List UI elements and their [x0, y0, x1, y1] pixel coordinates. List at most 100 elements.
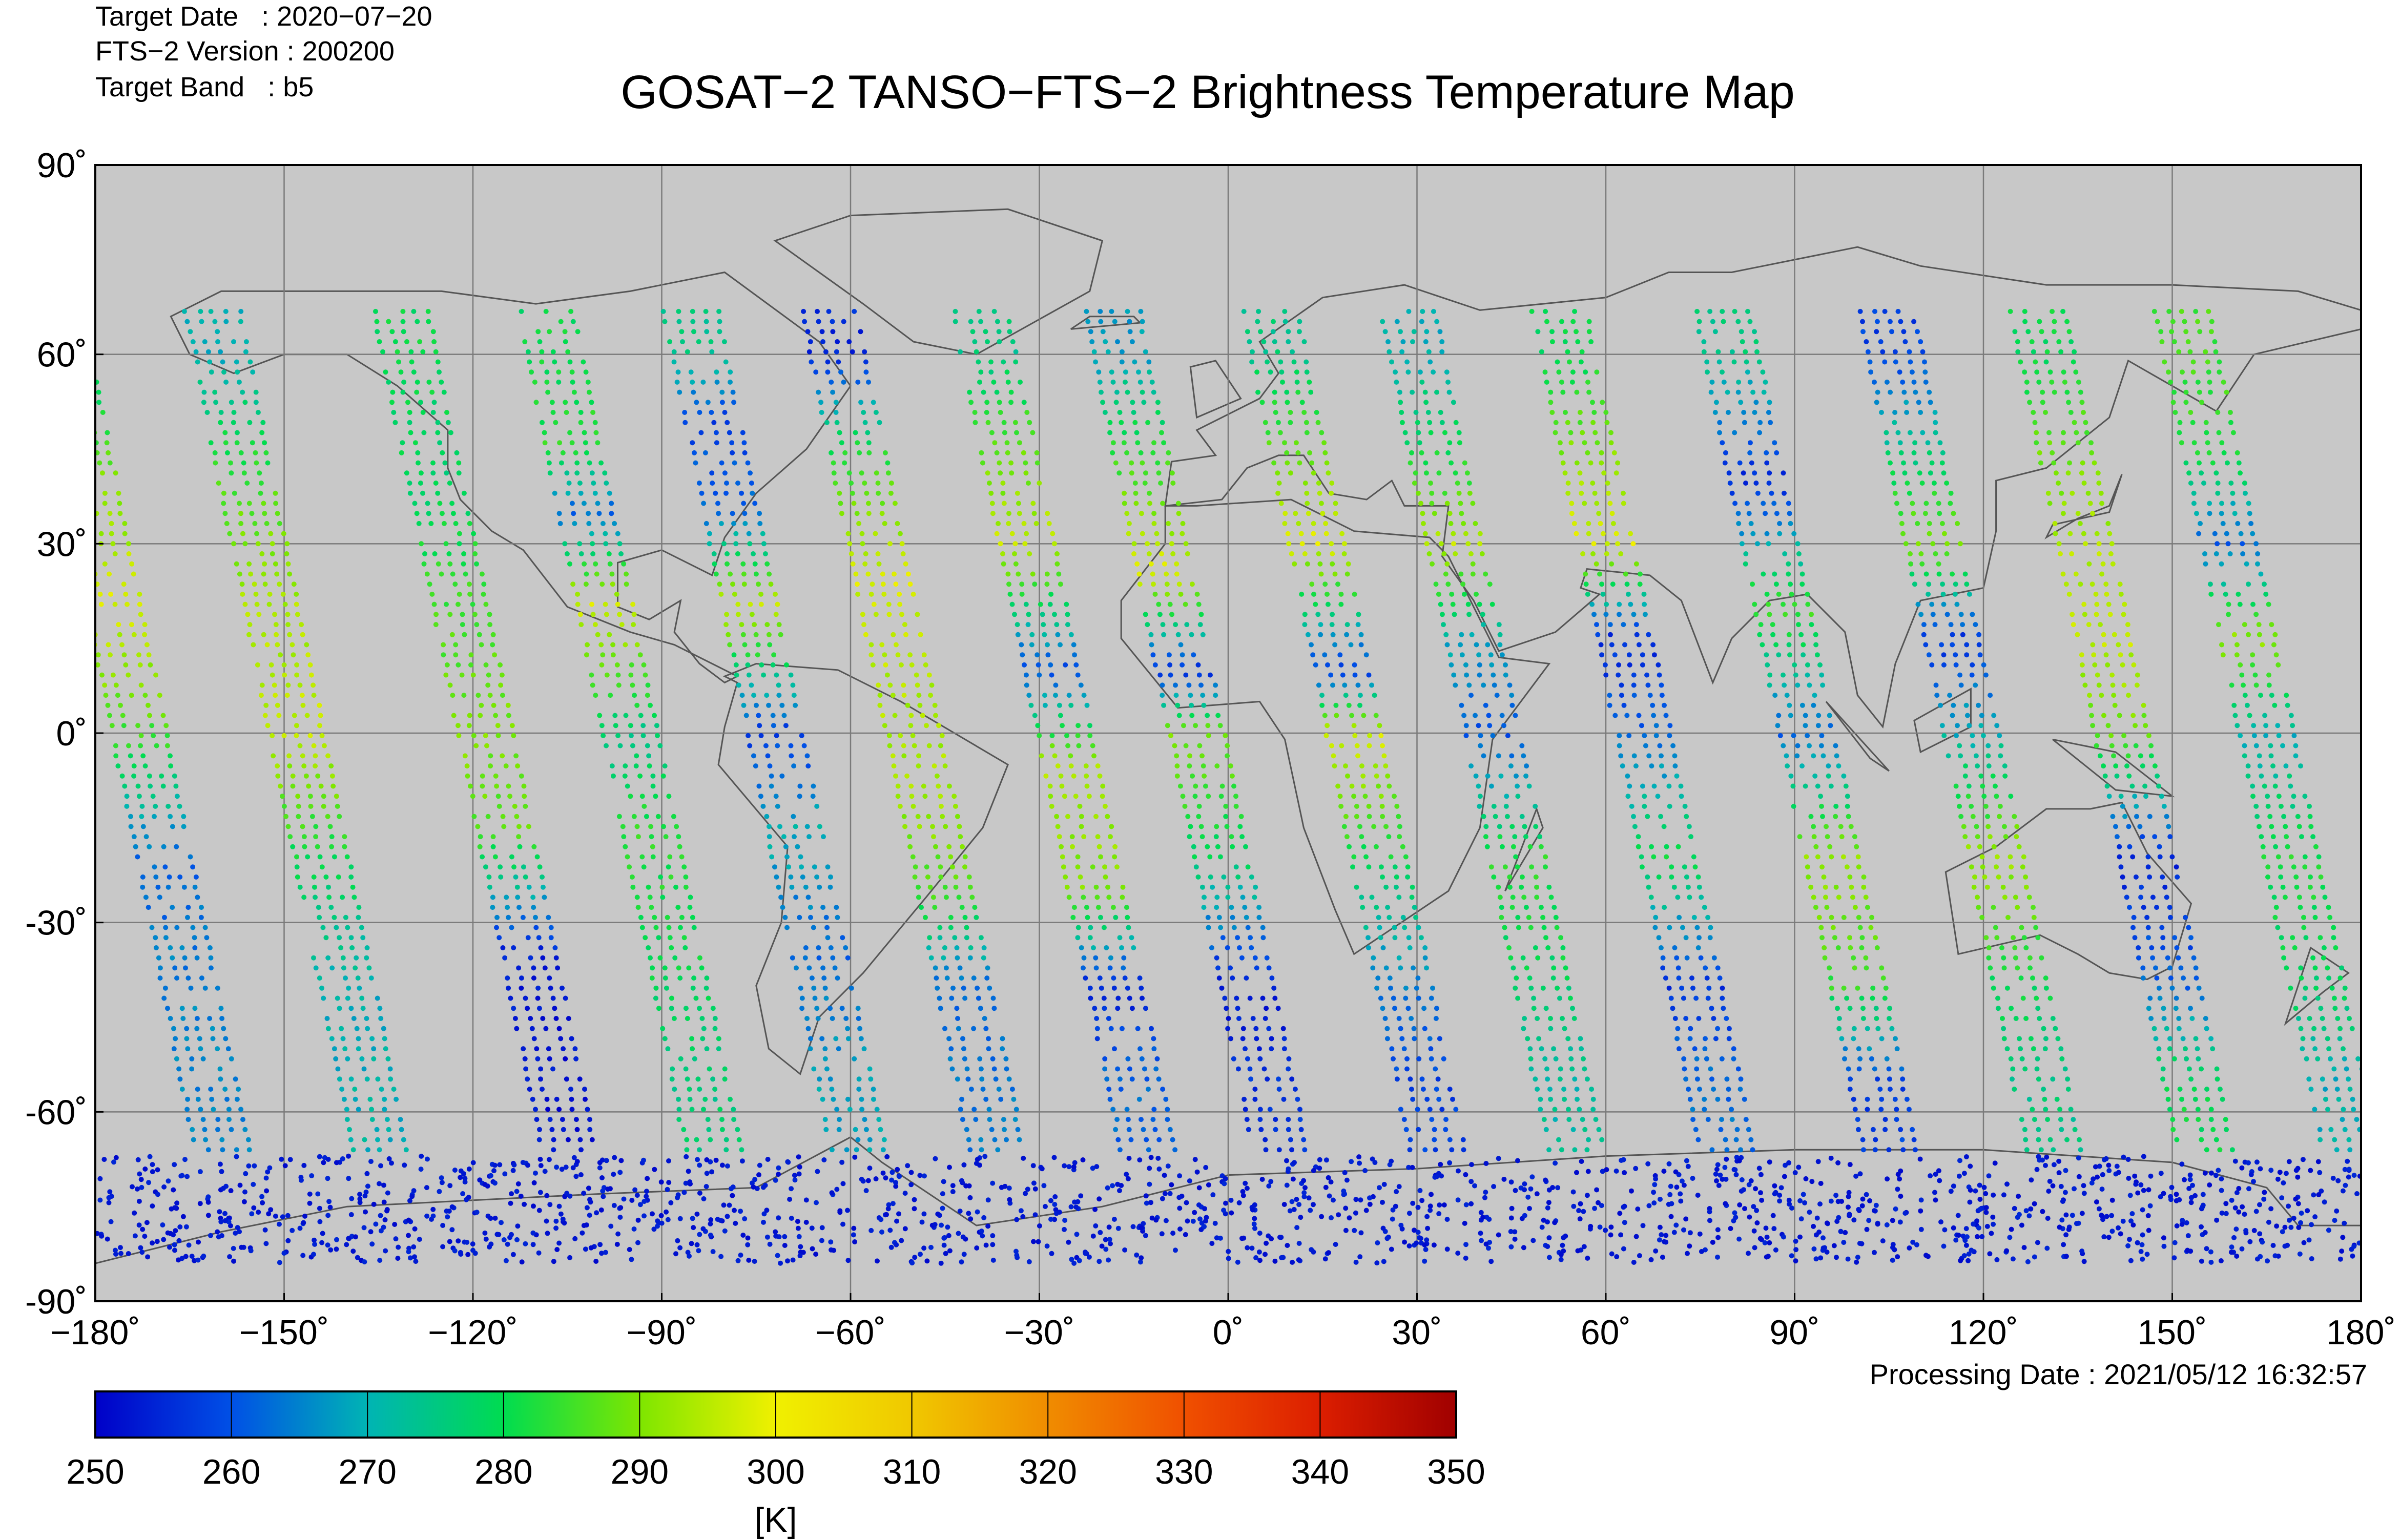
sounding-point — [2027, 400, 2033, 405]
sounding-point — [1009, 1087, 1015, 1092]
sounding-point — [2037, 450, 2042, 455]
sounding-point — [1180, 662, 1185, 668]
sounding-point — [941, 955, 946, 961]
sounding-point — [140, 753, 146, 759]
sounding-point — [135, 854, 140, 860]
sounding-point — [1735, 511, 1741, 516]
sounding-point — [1376, 783, 1381, 789]
sounding-point — [121, 652, 127, 658]
sounding-point — [1704, 1056, 1709, 1062]
sounding-point — [572, 521, 577, 526]
sounding-point — [1337, 652, 1343, 658]
sounding-point — [1672, 753, 1678, 759]
sounding-point — [441, 652, 446, 658]
sounding-point — [639, 854, 645, 860]
sounding-point — [1745, 308, 1750, 314]
sounding-point — [728, 571, 733, 577]
sounding-point — [1927, 531, 1932, 536]
sounding-point — [948, 925, 954, 930]
sounding-point — [631, 622, 636, 628]
sounding-point — [1720, 985, 1725, 991]
sounding-point — [544, 379, 550, 385]
sounding-point — [2204, 1147, 2209, 1153]
sounding-point — [1098, 319, 1104, 324]
sounding-point — [365, 1026, 370, 1031]
sounding-point — [1851, 1026, 1857, 1031]
sounding-point — [667, 935, 673, 941]
sounding-point — [246, 501, 252, 506]
sounding-point — [1231, 925, 1237, 930]
sounding-point — [1252, 1096, 1258, 1102]
sounding-point — [1422, 531, 1428, 536]
sounding-point — [1893, 1036, 1898, 1042]
sounding-point — [1286, 1066, 1291, 1072]
sounding-point — [407, 490, 413, 496]
sounding-point — [119, 642, 125, 648]
sounding-point — [806, 965, 812, 971]
sounding-point — [500, 693, 505, 698]
sounding-point — [490, 894, 495, 900]
sounding-point — [204, 410, 210, 415]
sounding-point — [1058, 581, 1063, 587]
sounding-point — [256, 612, 262, 617]
sounding-point — [2105, 521, 2111, 526]
sounding-point — [394, 1096, 399, 1102]
sounding-point — [1193, 864, 1199, 870]
sounding-point — [1202, 894, 1207, 900]
sounding-point — [1404, 440, 1410, 446]
sounding-point — [1001, 1117, 1006, 1122]
sounding-point — [391, 410, 397, 415]
sounding-point — [631, 612, 637, 617]
sounding-point — [833, 481, 838, 486]
sounding-point — [414, 389, 420, 395]
sounding-point — [741, 702, 747, 708]
sounding-point — [1077, 803, 1083, 809]
sounding-point — [2011, 935, 2016, 941]
sounding-point — [757, 723, 762, 729]
sounding-point — [371, 1056, 377, 1062]
sounding-point — [172, 965, 178, 971]
sounding-point — [1048, 591, 1054, 597]
sounding-point — [2104, 783, 2110, 789]
sounding-point — [1726, 470, 1732, 476]
sounding-point — [1791, 531, 1797, 536]
sounding-point — [1908, 551, 1913, 556]
sounding-point — [764, 693, 770, 698]
sounding-point — [880, 713, 885, 718]
sounding-point — [670, 1066, 675, 1072]
sounding-point — [683, 874, 689, 880]
sounding-point — [2107, 531, 2113, 536]
sounding-point — [581, 359, 586, 365]
sounding-point — [240, 389, 245, 395]
sounding-point — [1868, 369, 1874, 375]
sounding-point — [379, 1087, 384, 1092]
sounding-point — [487, 612, 492, 617]
sounding-point — [521, 864, 526, 870]
sounding-point — [1859, 995, 1865, 1001]
sounding-point — [877, 693, 883, 698]
sounding-point — [1180, 521, 1186, 526]
sounding-point — [456, 601, 461, 607]
sounding-point — [1882, 308, 1888, 314]
sounding-point — [1196, 814, 1202, 819]
sounding-point — [515, 763, 521, 769]
sounding-point — [1428, 430, 1434, 435]
sounding-point — [537, 1127, 542, 1132]
sounding-point — [1090, 864, 1095, 870]
sounding-point — [1583, 369, 1588, 375]
sounding-point — [1322, 581, 1328, 587]
sounding-point — [557, 440, 563, 446]
sounding-point — [824, 1066, 830, 1072]
sounding-point — [685, 349, 690, 355]
sounding-point — [173, 1036, 178, 1042]
sounding-point — [107, 571, 112, 577]
sounding-point — [2058, 1046, 2064, 1052]
sounding-point — [821, 975, 827, 981]
sounding-point — [1504, 794, 1509, 799]
sounding-point — [1980, 864, 1985, 870]
sounding-point — [246, 561, 252, 567]
sounding-point — [1216, 914, 1222, 920]
sounding-point — [355, 975, 361, 981]
sounding-point — [1334, 713, 1339, 718]
sounding-point — [961, 1046, 966, 1052]
